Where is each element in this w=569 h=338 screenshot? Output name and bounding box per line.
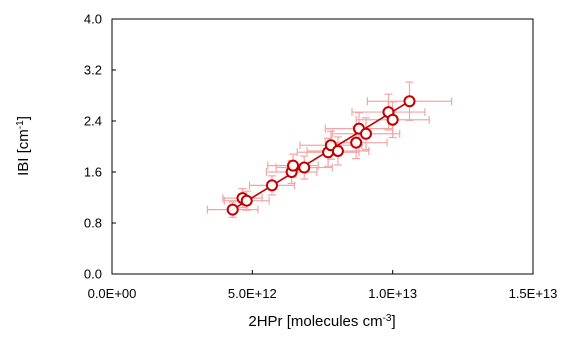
x-tick-label: 1.0E+13 <box>368 286 417 301</box>
x-axis-title: 2HPr [molecules cm-3] <box>248 313 395 330</box>
plot-area <box>111 18 534 275</box>
y-tick-label: 3.2 <box>84 63 102 78</box>
y-tick-label: 2.4 <box>84 114 102 129</box>
x-tick-label: 0.0E+00 <box>88 286 137 301</box>
data-point <box>287 159 300 172</box>
data-points <box>226 95 416 216</box>
x-axis: 0.0E+00 5.0E+12 1.0E+13 1.5E+13 <box>88 270 558 301</box>
y-tick-label: 0.0 <box>84 267 102 282</box>
x-tick-label: 1.5E+13 <box>509 286 558 301</box>
y-axis-title: IBI [cm-1] <box>15 116 32 176</box>
data-point <box>386 113 399 126</box>
y-axis: 0.0 0.8 1.6 2.4 3.2 4.0 <box>84 12 116 282</box>
data-point <box>298 161 311 174</box>
data-point <box>265 179 278 192</box>
data-point <box>240 194 253 207</box>
y-tick-label: 1.6 <box>84 165 102 180</box>
fit-line-group <box>232 100 410 211</box>
data-point <box>350 136 363 149</box>
x-tick-label: 5.0E+12 <box>228 286 277 301</box>
data-point <box>331 144 344 157</box>
y-tick-label: 4.0 <box>84 12 102 27</box>
y-tick-label: 0.8 <box>84 216 102 231</box>
fit-line <box>232 100 410 211</box>
data-point <box>226 203 239 216</box>
data-point <box>403 95 416 108</box>
data-point <box>360 127 373 140</box>
